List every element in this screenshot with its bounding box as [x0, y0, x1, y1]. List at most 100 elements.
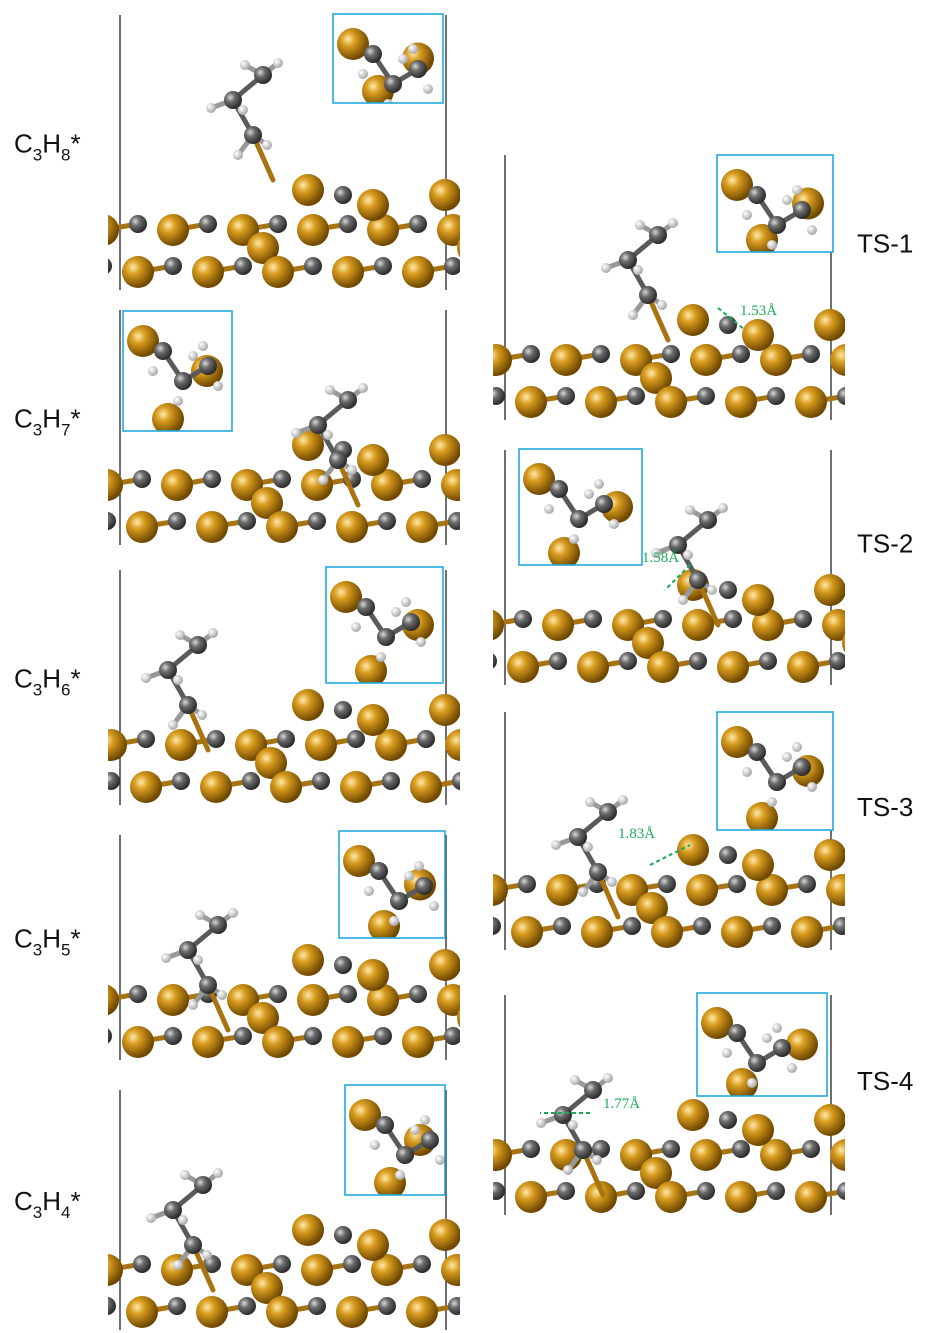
carbon-atom — [347, 730, 365, 748]
carbon-atom — [98, 512, 116, 530]
hydrogen-atom — [173, 396, 183, 406]
carbon-atom — [619, 652, 637, 670]
carbon-atom — [172, 772, 190, 790]
carbon-atom — [224, 91, 242, 109]
metal-atom — [445, 386, 477, 418]
hydrogen-atom — [563, 1165, 573, 1175]
hydrogen-atom — [410, 1125, 420, 1135]
metal-atom — [480, 344, 512, 376]
carbon-atom — [549, 652, 567, 670]
bond — [461, 1191, 496, 1197]
hydrogen-atom — [767, 797, 777, 807]
hydrogen-atom — [376, 652, 386, 662]
hydrogen-atom — [188, 1000, 198, 1010]
carbon-atom — [308, 512, 326, 530]
hydrogen-atom — [370, 1140, 380, 1150]
carbon-atom — [793, 758, 811, 776]
metal-atom — [850, 362, 882, 394]
carbon-atom — [719, 1111, 737, 1129]
figure: C3H8*C3H7*C3H6*C3H5*C3H4*1.53ÅTS-11.58ÅT… — [0, 0, 930, 1333]
carbon-atom — [304, 257, 322, 275]
metal-atom — [457, 1002, 489, 1034]
ts-label: TS-2 — [857, 529, 913, 559]
label-part: H — [42, 404, 61, 434]
hydrogen-atom — [146, 1213, 156, 1223]
metal-atom — [550, 771, 582, 803]
hydrogen-atom — [618, 795, 628, 805]
species-label: C3H4* — [14, 1186, 81, 1222]
bond — [457, 479, 492, 485]
metal-atom — [581, 916, 613, 948]
carbon-atom — [304, 1027, 322, 1045]
metal-atom — [647, 651, 679, 683]
hydrogen-atom — [175, 630, 185, 640]
metal-atom — [429, 949, 461, 981]
metal-atom — [725, 386, 757, 418]
carbon-atom — [238, 1297, 256, 1315]
hydrogen-atom — [193, 955, 203, 965]
metal-atom — [305, 729, 337, 761]
carbon-atom — [378, 512, 396, 530]
carbon-atom — [483, 1255, 501, 1273]
hydrogen-atom — [722, 1048, 732, 1058]
metal-atom — [725, 1181, 757, 1213]
metal-atom — [717, 651, 749, 683]
bond — [68, 266, 103, 272]
metal-atom — [814, 1104, 846, 1136]
carbon-atom — [194, 1176, 212, 1194]
distance-label: 1.58Å — [642, 550, 679, 566]
carbon-atom — [133, 470, 151, 488]
label-part: 3 — [33, 941, 42, 960]
bond — [523, 994, 558, 1000]
metal-atom — [814, 309, 846, 341]
hydrogen-atom — [325, 385, 335, 395]
carbon-atom — [396, 1146, 414, 1164]
bond — [881, 1191, 916, 1197]
carbon-atom — [773, 1039, 791, 1057]
metal-atom — [742, 584, 774, 616]
hydrogen-atom — [807, 782, 817, 792]
carbon-atom — [549, 985, 567, 1003]
carbon-atom — [649, 226, 667, 244]
ts-label: TS-1 — [857, 229, 913, 259]
metal-atom — [480, 771, 512, 803]
metal-atom — [196, 511, 228, 543]
hydrogen-atom — [318, 475, 328, 485]
metal-atom — [795, 1181, 827, 1213]
carbon-atom — [269, 985, 287, 1003]
carbon-atom — [168, 512, 186, 530]
carbon-atom — [549, 215, 567, 233]
carbon-atom — [662, 345, 680, 363]
hydrogen-atom — [389, 916, 399, 926]
hydrogen-atom — [416, 637, 426, 647]
metal-atom — [515, 1181, 547, 1213]
carbon-atom — [308, 1297, 326, 1315]
metal-atom — [900, 344, 930, 376]
species-label: C3H5* — [14, 924, 81, 960]
carbon-atom — [693, 917, 711, 935]
carbon-atom — [479, 985, 497, 1003]
carbon-atom — [129, 215, 147, 233]
carbon-atom — [448, 512, 466, 530]
carbon-atom — [514, 1027, 532, 1045]
carbon-atom — [159, 661, 177, 679]
metal-atom — [742, 319, 774, 351]
carbon-atom — [627, 1182, 645, 1200]
metal-atom — [465, 747, 497, 779]
carbon-atom — [452, 772, 470, 790]
bond — [562, 1306, 597, 1312]
carbon-atom — [199, 357, 217, 375]
carbon-atom — [654, 610, 672, 628]
carbon-atom — [768, 216, 786, 234]
metal-atom — [814, 574, 846, 606]
bond — [461, 739, 496, 745]
bond — [72, 1306, 107, 1312]
carbon-atom — [370, 862, 388, 880]
hydrogen-atom — [787, 1063, 797, 1073]
carbon-atom — [689, 571, 707, 589]
carbon-atom — [589, 863, 607, 881]
carbon-atom — [550, 480, 568, 498]
metal-atom — [585, 386, 617, 418]
carbon-atom — [417, 730, 435, 748]
label-part: H — [42, 1186, 61, 1216]
